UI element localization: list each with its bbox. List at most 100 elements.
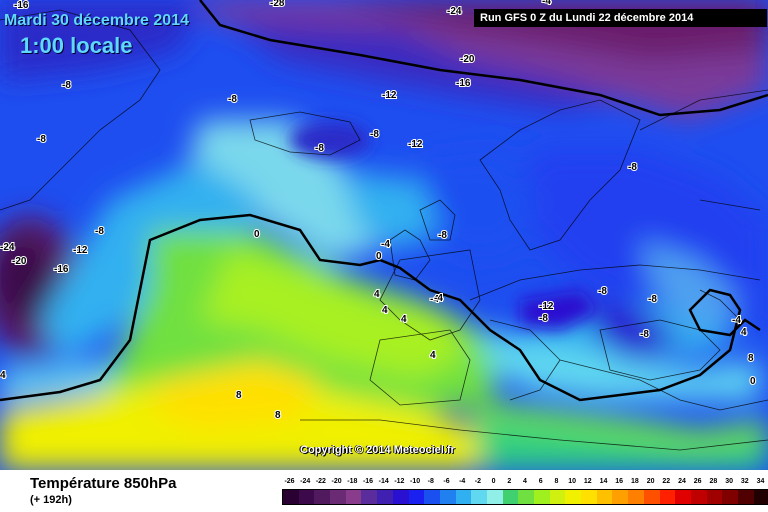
value-label: -8 (62, 80, 71, 91)
map-canvas: -16 -28 -24 -20 -16 -8 -8 -12 -8 -8 -12 … (0, 0, 768, 470)
scale-swatch (439, 490, 456, 504)
scale-swatch (408, 490, 425, 504)
value-label: -8 (648, 294, 657, 305)
value-label: -4 (381, 239, 390, 250)
value-label: -12 (539, 301, 554, 312)
value-label: 8 (236, 390, 242, 401)
value-label: -8 (370, 129, 379, 140)
isotherms (0, 0, 768, 402)
scale-tick-label: 28 (709, 478, 718, 485)
scale-swatch (486, 490, 503, 504)
variable-name: Température 850hPa (30, 475, 177, 492)
scale-tick-label: -20 (331, 478, 342, 485)
scale-tick-label: 14 (599, 478, 608, 485)
value-label: 4 (401, 314, 407, 325)
value-label: -4 (434, 293, 443, 304)
isotherm-labels: -16 -28 -24 -20 -16 -8 -8 -12 -8 -8 -12 … (0, 0, 757, 422)
scale-tick-label: 12 (583, 478, 592, 485)
scale-tick-label: 8 (554, 478, 559, 485)
value-label: 0 (376, 251, 382, 262)
value-label: -8 (37, 134, 46, 145)
scale-tick-label: 10 (568, 478, 576, 485)
value-label: -8 (628, 162, 637, 173)
scale-swatch (643, 490, 660, 504)
scale-tick-label: -22 (315, 478, 326, 485)
forecast-time: 1:00 locale (20, 33, 133, 58)
scale-swatch (392, 490, 409, 504)
temperature-detail (290, 122, 600, 330)
value-label: -8 (539, 313, 548, 324)
value-label: -16 (456, 78, 471, 89)
value-label: -8 (228, 94, 237, 105)
value-label: 0 (750, 376, 756, 387)
scale-swatch (596, 490, 613, 504)
scale-swatch (455, 490, 472, 504)
forecast-step: (+ 192h) (30, 494, 72, 506)
value-label: -24 (0, 242, 15, 253)
scale-swatch (502, 490, 519, 504)
value-label: -12 (408, 139, 423, 150)
scale-tick-label: -6 (443, 478, 450, 485)
value-label: -4 (732, 315, 741, 326)
value-label: 4 (430, 350, 436, 361)
scale-swatch (361, 490, 378, 504)
scale-swatch (314, 490, 331, 504)
scale-swatch (706, 490, 723, 504)
scale-tick-label: -26 (284, 478, 295, 485)
scale-tick-label: 6 (538, 478, 543, 485)
model-run-info: Run GFS 0 Z du Lundi 22 décembre 2014 (474, 9, 767, 27)
value-label: -4 (430, 294, 439, 305)
scale-tick-label: 4 (523, 478, 527, 485)
scale-tick-label: 0 (491, 478, 496, 485)
scale-swatch (345, 490, 362, 504)
scale-tick-label: -8 (427, 478, 434, 485)
scale-swatch (377, 490, 393, 504)
scale-tick-label: -10 (410, 478, 421, 485)
value-label: 8 (748, 353, 754, 364)
value-label: 4 (741, 327, 747, 338)
scale-tick-label: -14 (378, 478, 389, 485)
scale-tick-label: 32 (740, 478, 749, 485)
value-label: -8 (95, 226, 104, 237)
scale-tick-label: -2 (474, 478, 481, 485)
scale-tick-label: 20 (646, 478, 655, 485)
scale-swatch (659, 490, 676, 504)
scale-tick-label: -12 (394, 478, 405, 485)
scale-swatch (518, 490, 534, 504)
value-label: -16 (14, 0, 29, 11)
scale-swatch (330, 490, 346, 504)
value-label: -8 (315, 143, 324, 154)
value-label: -8 (438, 230, 447, 241)
value-label: -8 (640, 329, 649, 340)
scale-tick-label: 34 (756, 478, 765, 485)
scale-swatch (283, 490, 299, 504)
scale-swatch (298, 490, 315, 504)
value-label: -24 (447, 6, 462, 17)
copyright-notice: Copyright © 2014 Meteociel.fr (300, 444, 455, 456)
scale-tick-label: -18 (347, 478, 358, 485)
scale-swatch (628, 490, 644, 504)
scale-tick-label: 16 (615, 478, 624, 485)
scale-swatch (581, 490, 597, 504)
value-label: -20 (460, 54, 475, 65)
scale-tick-label: -16 (362, 478, 374, 485)
scale-swatch (722, 490, 738, 504)
coastlines (0, 9, 768, 451)
value-label: 0 (254, 229, 260, 240)
forecast-date: Mardi 30 décembre 2014 (4, 12, 189, 29)
color-scale-bar (282, 489, 768, 505)
scale-tick-label: 30 (725, 478, 733, 485)
scale-swatch (675, 490, 691, 504)
value-label: -16 (54, 264, 69, 275)
scale-swatch (690, 490, 707, 504)
value-label: -28 (270, 0, 285, 9)
scale-tick-label: 2 (507, 478, 512, 485)
value-label: -4 (542, 0, 551, 7)
value-label: 4 (374, 289, 380, 300)
scale-swatch (549, 490, 566, 504)
scale-tick-label: -4 (459, 478, 466, 485)
value-label: -8 (598, 286, 607, 297)
value-label: 4 (0, 370, 6, 381)
scale-swatch (424, 490, 440, 504)
